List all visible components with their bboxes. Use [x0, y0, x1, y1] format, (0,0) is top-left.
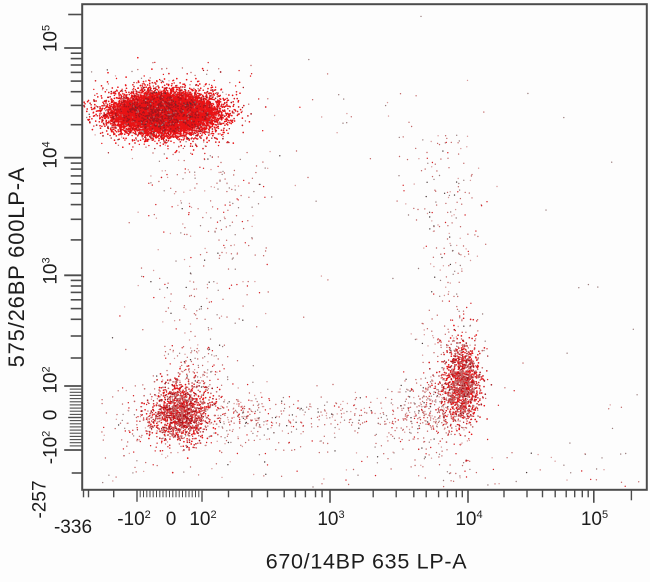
svg-text:103: 103 [317, 509, 344, 530]
svg-text:-102: -102 [41, 431, 62, 465]
svg-text:102: 102 [189, 509, 216, 530]
svg-text:575/26BP 600LP-A: 575/26BP 600LP-A [4, 167, 29, 368]
svg-text:104: 104 [41, 141, 62, 168]
svg-text:-102: -102 [117, 509, 151, 530]
svg-text:105: 105 [581, 509, 608, 530]
svg-text:-336: -336 [54, 517, 92, 538]
svg-text:670/14BP 635 LP-A: 670/14BP 635 LP-A [266, 550, 468, 574]
svg-text:105: 105 [41, 25, 62, 52]
svg-text:0: 0 [41, 410, 62, 421]
svg-text:104: 104 [455, 509, 482, 530]
svg-text:0: 0 [166, 509, 177, 530]
svg-text:102: 102 [41, 366, 62, 393]
svg-text:-257: -257 [30, 480, 51, 518]
svg-text:103: 103 [41, 257, 62, 284]
